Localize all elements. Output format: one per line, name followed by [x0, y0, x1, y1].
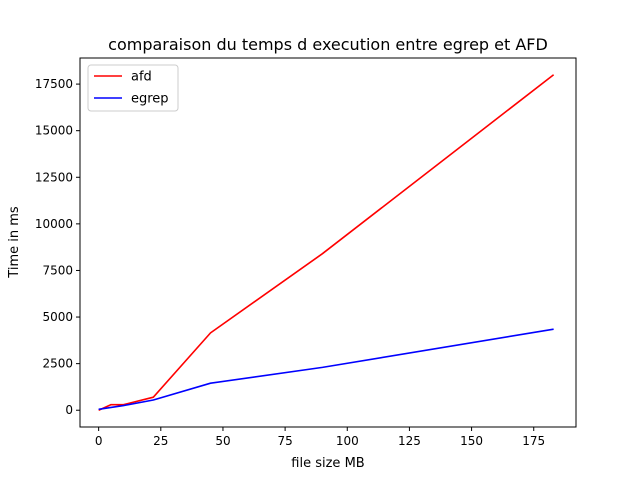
x-tick-label: 25 — [153, 434, 168, 448]
y-axis: 0 2500 5000 7500 10000 12500 15000 17500 — [35, 77, 80, 417]
y-tick-label: 12500 — [35, 170, 73, 184]
x-tick-label: 100 — [336, 434, 359, 448]
chart-title: comparaison du temps d execution entre e… — [108, 35, 548, 54]
y-tick-label: 17500 — [35, 77, 73, 91]
x-tick-label: 175 — [522, 434, 545, 448]
y-axis-label: Time in ms — [7, 206, 22, 279]
x-tick-label: 50 — [215, 434, 230, 448]
y-tick-label: 10000 — [35, 217, 73, 231]
axes-frame — [79, 57, 577, 428]
x-axis: 0 25 50 75 100 125 150 175 — [95, 427, 545, 448]
x-tick-label: 150 — [460, 434, 483, 448]
y-tick-label: 0 — [65, 403, 73, 417]
x-tick-label: 0 — [95, 434, 103, 448]
y-tick-label: 2500 — [42, 357, 73, 371]
x-tick-label: 75 — [277, 434, 292, 448]
x-axis-label: file size MB — [291, 456, 364, 471]
plot-area — [98, 74, 555, 411]
y-tick-label: 15000 — [35, 124, 73, 138]
legend-label-afd: afd — [131, 70, 152, 85]
y-tick-label: 5000 — [42, 310, 73, 324]
legend-label-egrep: egrep — [131, 92, 169, 107]
series-line-egrep — [98, 328, 554, 411]
y-tick-label: 7500 — [42, 263, 73, 277]
legend: afd egrep — [87, 64, 179, 112]
x-tick-label: 125 — [398, 434, 421, 448]
series-line-afd — [98, 74, 555, 411]
